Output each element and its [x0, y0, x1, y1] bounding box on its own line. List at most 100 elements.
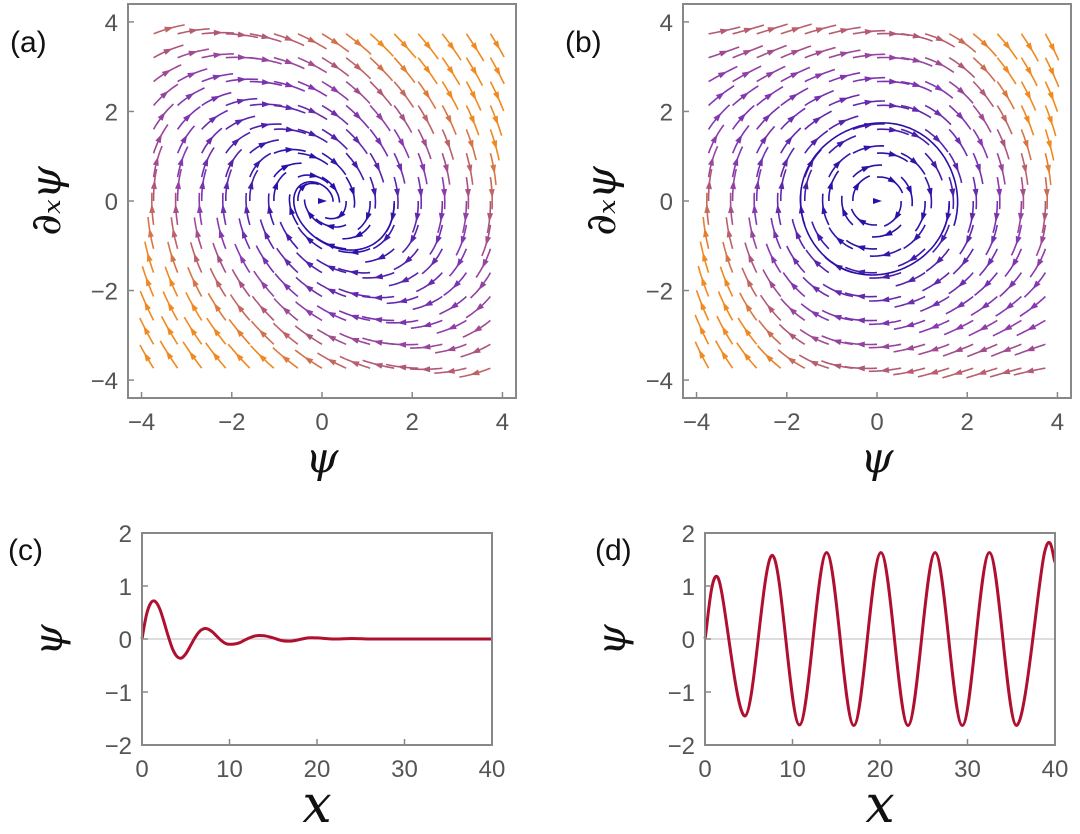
- panel-b-stream-arrow: [993, 212, 1000, 222]
- panel-a-stream-arrow: [325, 224, 335, 230]
- panel-d-ytick-label: −2: [668, 733, 695, 760]
- panel-b-stream-arrow: [748, 253, 755, 263]
- panel-b-stream-arrow: [978, 113, 986, 123]
- panel-a-stream-arrow: [236, 98, 247, 105]
- panel-b-stream-arrow: [717, 71, 728, 79]
- panel-a-stream-arrow: [397, 319, 407, 326]
- panel-b-stream-arrow: [1045, 164, 1051, 174]
- panel-b-stream-arrow: [840, 28, 850, 34]
- panel-a-stream-arrow: [464, 188, 471, 199]
- panel-b-stream-arrow: [787, 114, 797, 123]
- panel-b-stream-arrow: [700, 300, 707, 311]
- panel-b-stream-arrow: [705, 179, 712, 190]
- panel-b-stream-arrow: [978, 323, 989, 331]
- panel-a-stream-arrow: [421, 114, 429, 124]
- panel-b-stream-arrow: [743, 351, 752, 361]
- panel-b-stream-arrow: [811, 285, 821, 293]
- panel-a-streamlines: [139, 24, 505, 378]
- panel-d-xtick-label: 10: [779, 756, 806, 783]
- panel-a-stream-arrow: [304, 308, 314, 317]
- panel-b-stream-arrow: [787, 332, 797, 340]
- panel-a-streamline: [415, 272, 443, 293]
- panel-b-stream-arrow: [1007, 280, 1017, 289]
- panel-a-stream-arrow: [236, 328, 244, 338]
- panel-a-streamline: [393, 248, 419, 271]
- panel-b-stream-arrow: [935, 256, 944, 265]
- panel-b-stream-arrow: [905, 298, 915, 305]
- panel-a-stream-arrow: [376, 88, 385, 97]
- panel-b-stream-arrow: [1048, 67, 1055, 77]
- panel-b-streamplot: (b) −4 −2 0 2 4 −4 −2 0 2 4 ψ ∂ₓψ: [565, 3, 1072, 482]
- panel-a-stream-arrow: [399, 89, 408, 99]
- panel-a-stream-arrow: [423, 65, 431, 75]
- panel-a-stream-arrow: [231, 137, 241, 147]
- panel-b-stream-arrow: [912, 81, 922, 87]
- panel-b-stream-arrow: [863, 145, 873, 152]
- panel-a-stream-arrow: [417, 188, 424, 198]
- panel-b-stream-arrow: [979, 64, 989, 73]
- panel-a-stream-arrow: [175, 179, 181, 190]
- panel-a-stream-arrow: [155, 133, 162, 144]
- panel-c-lineplot: (c) 0 10 20 30 40 −2 −1 0 1 2 x ψ: [8, 521, 505, 834]
- panel-b-stream-arrow: [921, 212, 927, 222]
- panel-b-stream-arrow: [719, 28, 730, 35]
- panel-a-stream-arrow: [376, 64, 386, 73]
- panel-b-stream-arrow: [930, 160, 938, 170]
- panel-a-stream-arrow: [143, 325, 151, 335]
- panel-b-stream-arrow: [765, 329, 775, 338]
- panel-b-central-spiral: [799, 122, 959, 276]
- panel-a-label: (a): [10, 26, 47, 59]
- panel-a-stream-arrow: [304, 260, 314, 269]
- panel-b-stream-arrow: [835, 236, 845, 245]
- panel-a-ylabel: ∂ₓψ: [21, 165, 70, 236]
- panel-b-stream-arrow: [883, 229, 893, 237]
- panel-a-stream-arrow: [212, 74, 222, 81]
- panel-b-stream-arrow: [810, 310, 820, 318]
- panel-a-xtick-label: 2: [406, 409, 419, 436]
- panel-a-ytick-label: 2: [105, 99, 118, 126]
- panel-b-stream-arrow: [698, 349, 706, 359]
- panel-b-stream-arrow: [928, 368, 939, 375]
- panel-b-stream-arrow: [956, 86, 966, 95]
- panel-a-stream-arrow: [169, 277, 176, 287]
- panel-b-stream-arrow: [934, 84, 944, 92]
- panel-b-ytick-label: 2: [660, 99, 673, 126]
- panel-a-stream-arrow: [187, 72, 197, 79]
- panel-b-stream-arrow: [1046, 140, 1052, 150]
- panel-a-stream-arrow: [423, 299, 433, 307]
- panel-a-stream-arrow: [262, 101, 271, 108]
- panel-b-stream-arrow: [1001, 346, 1012, 353]
- panel-a-stream-arrow: [421, 366, 431, 373]
- panel-a-stream-arrow: [373, 317, 383, 323]
- panel-a-stream-arrow: [375, 112, 384, 122]
- panel-b-stream-arrow: [955, 111, 965, 121]
- panel-b-stream-arrow: [1043, 189, 1050, 199]
- panel-b-stream-arrow: [788, 307, 798, 316]
- panel-a-stream-arrow: [237, 31, 247, 38]
- panel-a-streamplot: (a) −4 −2 0 2 4 −4 −2 0 2 4 ψ ∂ₓψ: [10, 3, 517, 482]
- panel-b-stream-arrow: [857, 218, 867, 226]
- panel-d-lineplot: (d) 0 10 20 30 40 −2 −1 0 1 2 x ψ: [589, 521, 1068, 834]
- panel-b-streamline: [932, 224, 950, 253]
- panel-d-xlabel: x: [865, 775, 894, 834]
- panel-b-stream-arrow: [704, 203, 711, 213]
- panel-a-stream-arrow: [307, 60, 318, 67]
- panel-a-stream-arrow: [441, 188, 448, 199]
- panel-a-stream-arrow: [353, 111, 362, 120]
- panel-a-stream-arrow: [397, 341, 407, 348]
- panel-a-stream-arrow: [195, 228, 202, 238]
- panel-a-stream-arrow: [235, 352, 244, 362]
- panel-a-stream-arrow: [152, 156, 159, 166]
- panel-a-stream-arrow: [263, 230, 271, 240]
- panel-b-stream-arrow: [812, 258, 822, 268]
- panel-a-stream-arrow: [348, 186, 355, 197]
- panel-b-stream-arrow: [724, 277, 731, 287]
- panel-b-stream-arrow: [708, 156, 714, 166]
- panel-a-stream-arrow: [426, 278, 436, 287]
- panel-b-stream-arrow: [751, 203, 758, 214]
- panel-a-stream-arrow: [258, 142, 268, 149]
- panel-b-stream-arrow: [768, 279, 776, 289]
- panel-b-stream-arrow: [1032, 280, 1041, 290]
- panel-b-stream-arrow: [762, 113, 771, 123]
- panel-a-stream-arrow: [365, 212, 372, 222]
